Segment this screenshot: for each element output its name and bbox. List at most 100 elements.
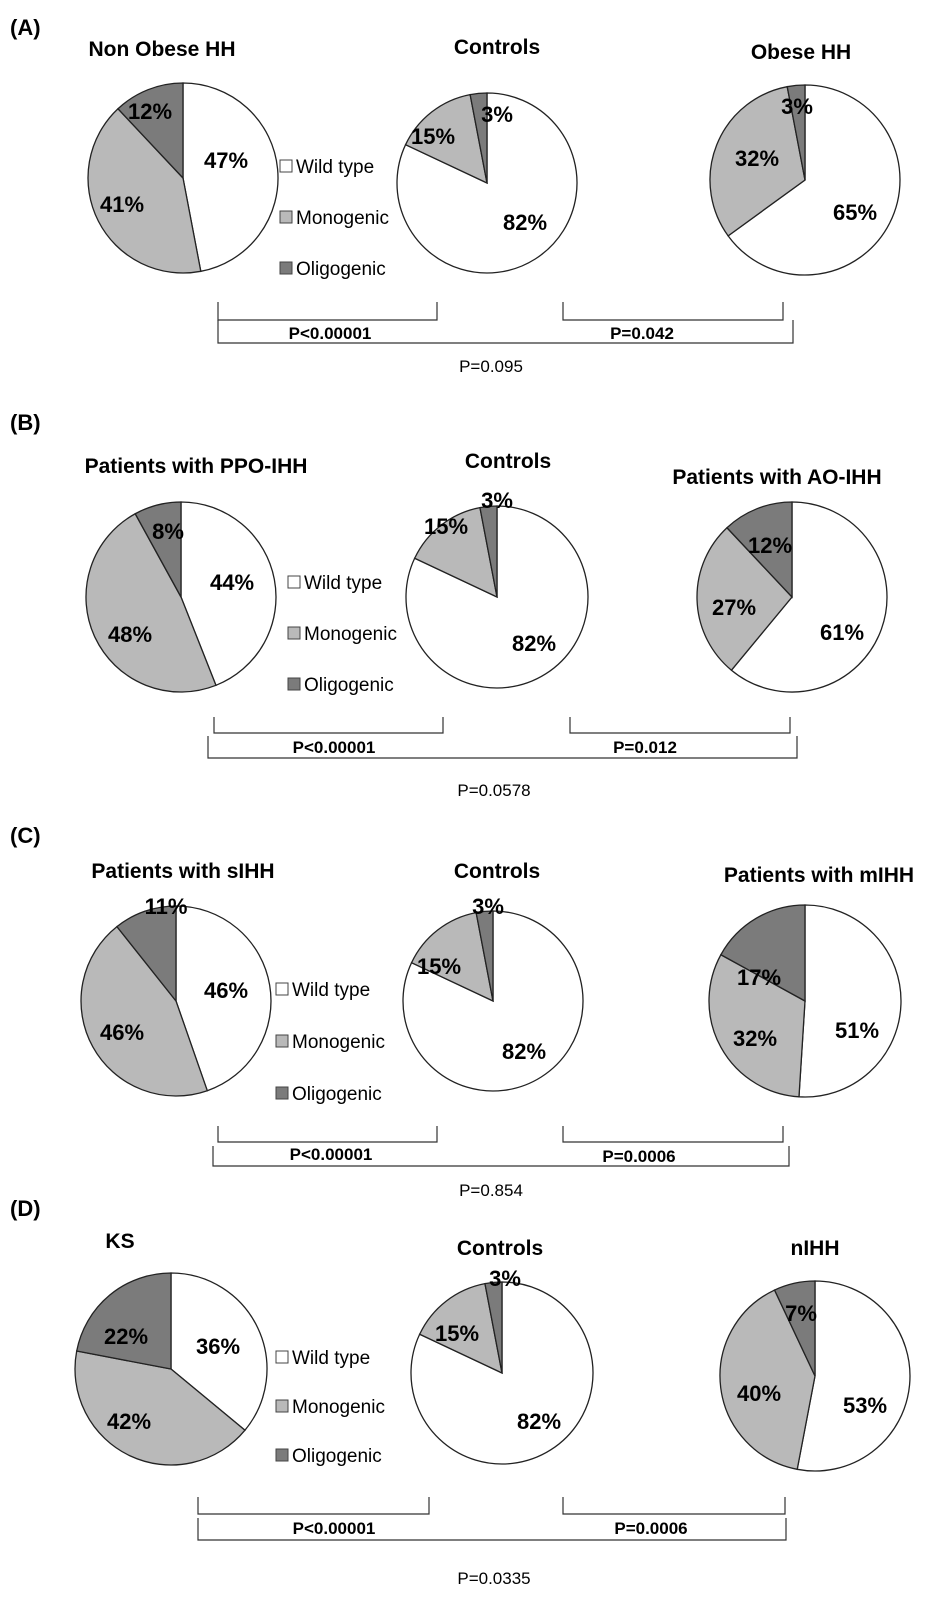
comparison-bracket-overall (207, 736, 798, 759)
legend-swatch (275, 1086, 289, 1100)
legend-label: Oligogenic (292, 1084, 382, 1105)
slice-value-label: 61% (820, 620, 864, 645)
slice-value-label: 32% (735, 146, 779, 171)
p-value-right: P=0.042 (610, 324, 674, 343)
pie-slice-wild-type (180, 501, 277, 687)
pie-title: Controls (457, 1237, 543, 1260)
legend-swatch (279, 159, 293, 173)
panel-d: (D) KS 36% 42% 22% Controls 82% 15% 3% nIHH 53% 40%… (10, 1196, 911, 1588)
p-value-right: P=0.0006 (602, 1147, 675, 1166)
pie-chart: Non Obese HH 47% 41% 12% (87, 38, 279, 274)
slice-value-label: 3% (489, 1266, 521, 1291)
pie-title: Patients with mIHH (724, 864, 914, 887)
pie-slice-monogenic (719, 1289, 816, 1471)
pie-chart: nIHH 53% 40% 7% (719, 1237, 911, 1472)
slice-value-label: 47% (204, 148, 248, 173)
slice-value-label: 3% (481, 488, 513, 513)
legend-swatch (275, 982, 289, 996)
pie-slice-oligogenic (116, 905, 177, 1003)
legend-label: Monogenic (296, 208, 389, 229)
pie-title: Obese HH (751, 41, 851, 64)
slice-value-label: 42% (107, 1409, 151, 1434)
pie-chart: KS 36% 42% 22% (74, 1230, 268, 1466)
legend: Wild type Monogenic Oligogenic (275, 980, 385, 1105)
comparison-bracket-left (217, 302, 438, 321)
p-value-overall: P=0.854 (459, 1181, 523, 1200)
slice-value-label: 17% (737, 965, 781, 990)
legend: Wild type Monogenic Oligogenic (287, 573, 397, 696)
legend-label: Oligogenic (292, 1446, 382, 1467)
pie-title: nIHH (791, 1237, 840, 1260)
slice-value-label: 15% (424, 514, 468, 539)
pie-slice-oligogenic (786, 84, 806, 181)
slice-value-label: 36% (196, 1334, 240, 1359)
legend-swatch (287, 575, 301, 589)
comparison-bracket-right (562, 1126, 784, 1143)
legend-label: Monogenic (292, 1397, 385, 1418)
panel-label: (C) (10, 823, 41, 848)
p-value-overall: P=0.0335 (457, 1569, 530, 1588)
comparison-bracket-right (569, 717, 791, 734)
slice-value-label: 46% (100, 1020, 144, 1045)
p-value-right: P=0.012 (613, 738, 677, 757)
pie-slice-monogenic (708, 953, 806, 1098)
pie-title: Patients with sIHH (91, 860, 274, 883)
pie-slice-monogenic (410, 911, 494, 1003)
pie-slice-wild-type (798, 904, 902, 1098)
pie-slice-oligogenic (75, 1272, 172, 1370)
panel-c: (C) Patients with sIHH 46% 46% 11% Controls 82… (10, 823, 914, 1200)
slice-value-label: 46% (204, 978, 248, 1003)
pie-title: Non Obese HH (88, 38, 235, 61)
panel-label: (D) (10, 1196, 41, 1221)
legend-swatch (287, 677, 301, 691)
comparison-bracket-right (562, 1497, 786, 1515)
legend-swatch (275, 1399, 289, 1413)
slice-value-label: 12% (748, 533, 792, 558)
slice-value-label: 22% (104, 1324, 148, 1349)
slice-value-label: 40% (737, 1381, 781, 1406)
slice-value-label: 32% (733, 1026, 777, 1051)
legend-swatch (275, 1034, 289, 1048)
pie-slice-monogenic (696, 526, 793, 672)
slice-value-label: 3% (781, 94, 813, 119)
pie-slice-wild-type (796, 1280, 911, 1472)
p-value-overall: P=0.0578 (457, 781, 530, 800)
pie-slice-oligogenic (773, 1280, 816, 1377)
pie-slice-wild-type (170, 1272, 268, 1432)
comparison-bracket-right (562, 302, 784, 321)
p-value-right: P=0.0006 (614, 1519, 687, 1538)
comparison-bracket-overall (217, 320, 794, 344)
slice-value-label: 8% (152, 519, 184, 544)
pie-chart: Controls 82% 15% 3% (410, 1237, 594, 1465)
pie-chart: Patients with PPO-IHH 44% 48% 8% (85, 455, 307, 693)
pie-chart: Controls 82% 15% 3% (402, 860, 584, 1092)
pie-slice-oligogenic (484, 1281, 503, 1374)
legend-label: Monogenic (304, 624, 397, 645)
p-value-left: P<0.00001 (293, 1519, 376, 1538)
pie-slice-oligogenic (134, 501, 182, 598)
panel-label: (A) (10, 15, 41, 40)
slice-value-label: 48% (108, 622, 152, 647)
slice-value-label: 15% (435, 1321, 479, 1346)
pie-title: Controls (454, 36, 540, 59)
legend-swatch (275, 1448, 289, 1462)
slice-value-label: 65% (833, 200, 877, 225)
pie-title: Controls (454, 860, 540, 883)
legend-swatch (275, 1350, 289, 1364)
slice-value-label: 11% (145, 894, 188, 919)
pie-slice-wild-type (182, 82, 279, 273)
legend-label: Monogenic (292, 1032, 385, 1053)
p-value-overall: P=0.095 (459, 357, 523, 376)
pie-slice-monogenic (404, 93, 488, 185)
legend-label: Wild type (292, 1348, 370, 1369)
comparison-bracket-left (217, 1126, 438, 1143)
pie-slice-monogenic (85, 512, 217, 693)
pie-slice-oligogenic (475, 910, 494, 1002)
p-value-left: P<0.00001 (289, 324, 372, 343)
slice-value-label: 51% (835, 1018, 879, 1043)
slice-value-label: 82% (517, 1409, 561, 1434)
comparison-bracket-left (213, 717, 444, 734)
pie-chart: Controls 82% 15% 3% (405, 450, 589, 689)
pie-title: Controls (465, 450, 551, 473)
